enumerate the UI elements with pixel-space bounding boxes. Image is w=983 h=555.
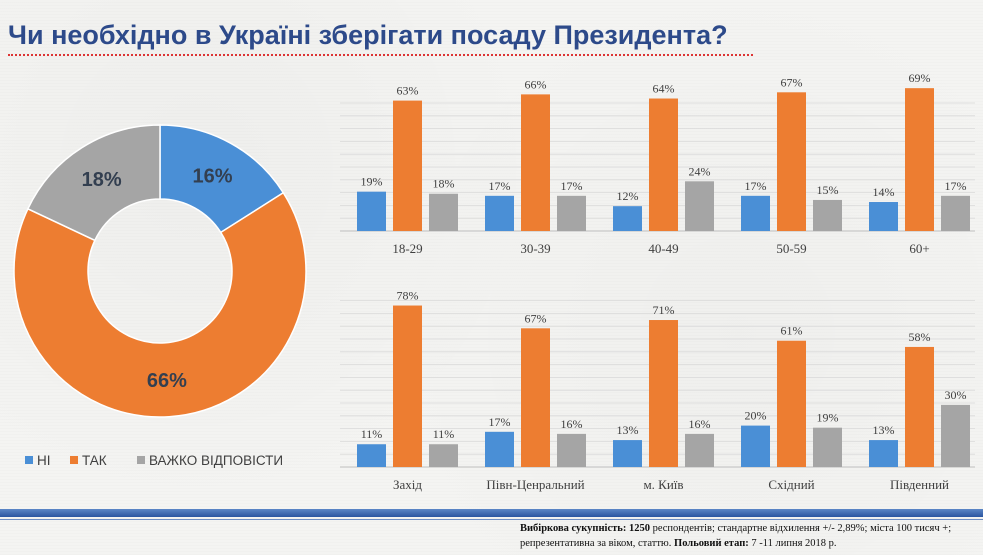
- bar-value-label: 17%: [489, 179, 511, 193]
- sample-label: Вибіркова сукупність:: [520, 523, 627, 534]
- category-label: 60+: [909, 241, 929, 256]
- region-bar-chart: 11% 78% 11% Захід 17% 67% 16% Півн-Ценральний 13…: [340, 289, 975, 492]
- bar-value-label: 30%: [945, 388, 967, 402]
- stage-text: 7 -11 липня 2018 р.: [751, 538, 837, 549]
- bar: [485, 431, 514, 467]
- donut-chart: 16% 66% 18%: [13, 124, 307, 418]
- bar-value-label: 67%: [525, 311, 547, 325]
- bar: [905, 88, 934, 231]
- donut-legend: НІ ТАК ВАЖКО ВІДПОВІСТИ: [25, 453, 283, 468]
- bar-value-label: 24%: [689, 164, 711, 178]
- stage-label: Польовий етап:: [674, 538, 749, 549]
- bar-value-label: 18%: [433, 177, 455, 191]
- bar-value-label: 17%: [745, 179, 767, 193]
- bar-value-label: 13%: [873, 423, 895, 437]
- donut-slice: [13, 191, 307, 418]
- bar: [869, 440, 898, 467]
- bar-value-label: 67%: [781, 75, 803, 89]
- bar-value-label: 12%: [617, 189, 639, 203]
- bar: [905, 346, 934, 467]
- bar: [741, 425, 770, 467]
- bar-value-label: 14%: [873, 185, 895, 199]
- footer-line: [0, 519, 983, 520]
- bar: [869, 202, 898, 231]
- bar: [813, 427, 842, 467]
- bar-value-label: 16%: [689, 417, 711, 431]
- bar: [429, 444, 458, 467]
- bar: [941, 195, 970, 231]
- bar-value-label: 17%: [561, 179, 583, 193]
- bar: [777, 92, 806, 231]
- bar-value-label: 64%: [653, 82, 675, 96]
- bar-value-label: 66%: [525, 77, 547, 91]
- bar: [685, 181, 714, 231]
- footer-bar: [0, 509, 983, 517]
- bar-value-label: 61%: [781, 324, 803, 338]
- bar-value-label: 11%: [433, 427, 455, 441]
- bar: [393, 100, 422, 231]
- category-label: Півн-Ценральний: [486, 477, 584, 492]
- legend-swatch: [70, 456, 78, 464]
- category-label: м. Київ: [643, 477, 683, 492]
- legend-swatch: [25, 456, 33, 464]
- bar: [429, 193, 458, 231]
- category-label: 50-59: [776, 241, 806, 256]
- title-underline: [8, 54, 753, 56]
- bar-value-label: 17%: [945, 179, 967, 193]
- bar: [613, 206, 642, 231]
- page-title: Чи необхідно в Україні зберігати посаду …: [8, 20, 728, 50]
- donut-slice-label: 18%: [82, 169, 122, 191]
- bar-value-label: 15%: [817, 183, 839, 197]
- bar-value-label: 19%: [361, 175, 383, 189]
- bar: [357, 191, 386, 231]
- donut-slice: [26, 124, 161, 242]
- category-label: Східний: [768, 477, 814, 492]
- bar: [393, 305, 422, 467]
- chart-canvas: 16% 66% 18% НІ ТАК ВАЖКО ВІДПОВІСТИ 19% 63% 18…: [13, 71, 975, 492]
- legend-label: ВАЖКО ВІДПОВІСТИ: [149, 453, 283, 468]
- bar: [649, 320, 678, 467]
- category-label: Південний: [890, 477, 949, 492]
- bar-value-label: 78%: [397, 289, 419, 303]
- bar-value-label: 11%: [361, 427, 383, 441]
- bar: [557, 195, 586, 231]
- bar: [357, 444, 386, 467]
- bar: [685, 433, 714, 467]
- methodology-note: Вибіркова сукупність: 1250 респондентів;…: [520, 521, 978, 551]
- bar: [741, 195, 770, 231]
- bar: [613, 440, 642, 467]
- category-label: Захід: [393, 477, 422, 492]
- bar: [941, 404, 970, 467]
- age-bar-chart: 19% 63% 18% 18-29 17% 66% 17% 30-39 12% 64% 24% 40-…: [340, 71, 975, 256]
- bar-value-label: 16%: [561, 417, 583, 431]
- bar: [521, 94, 550, 231]
- legend-swatch: [137, 456, 145, 464]
- category-label: 40-49: [648, 241, 678, 256]
- category-label: 30-39: [520, 241, 550, 256]
- legend-label: НІ: [37, 453, 51, 468]
- bar-value-label: 19%: [817, 411, 839, 425]
- bar: [813, 199, 842, 231]
- sample-count: 1250: [628, 523, 650, 534]
- bar-value-label: 20%: [745, 409, 767, 423]
- bar-value-label: 71%: [653, 303, 675, 317]
- sample-text: респондентів; стандартне відхилення +/- …: [520, 523, 952, 549]
- donut-slice-label: 66%: [147, 370, 187, 392]
- bar: [521, 328, 550, 467]
- bar-value-label: 17%: [489, 415, 511, 429]
- bar: [777, 340, 806, 467]
- category-label: 18-29: [392, 241, 422, 256]
- bar-value-label: 63%: [397, 84, 419, 98]
- bar-value-label: 58%: [909, 330, 931, 344]
- legend-label: ТАК: [82, 453, 107, 468]
- bar: [485, 195, 514, 231]
- donut-slice-label: 16%: [192, 165, 232, 187]
- bar-value-label: 13%: [617, 423, 639, 437]
- bar: [557, 433, 586, 467]
- bar-value-label: 69%: [909, 71, 931, 85]
- bar: [649, 98, 678, 232]
